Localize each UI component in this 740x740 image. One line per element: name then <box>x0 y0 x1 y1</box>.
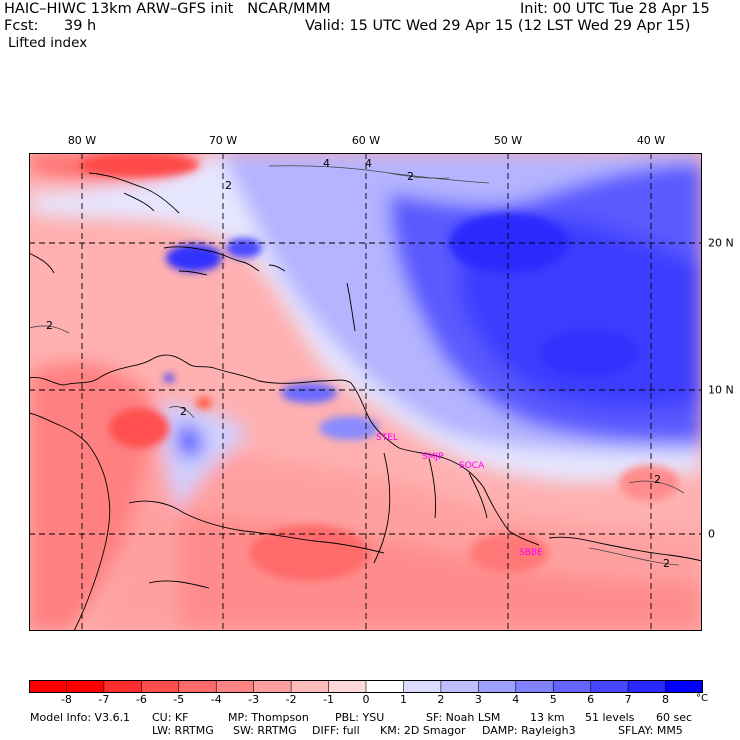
model-info-levels: 51 levels <box>585 711 635 724</box>
model-info-pbl: PBL: YSU <box>335 711 385 724</box>
colorbar-tick-label: 6 <box>587 693 595 706</box>
colorbar-tick-label: 8 <box>662 693 670 706</box>
colorbar-cell <box>627 680 667 693</box>
model-info-sf: SF: Noah LSM <box>426 711 501 724</box>
contour-label: 2 <box>225 179 232 192</box>
colorbar-cell <box>590 680 629 693</box>
colorbar-cell <box>328 680 367 693</box>
colorbar-tick-label: -7 <box>98 693 110 706</box>
contour-label-group: 4 2 2 2 2 2 4 2 <box>46 157 670 570</box>
colorbar-tick-label: -5 <box>173 693 185 706</box>
valid-time: Valid: 15 UTC Wed 29 Apr 15 (12 LST Wed … <box>305 18 691 34</box>
colorbar-cell <box>290 680 330 693</box>
colorbar-cell <box>141 680 180 693</box>
station-label-sbbe: SBBE <box>519 548 543 558</box>
colorbar-tick-label: 3 <box>474 693 482 706</box>
model-info-damp: DAMP: Rayleigh3 <box>482 724 576 737</box>
lifted-index-map: 4 2 2 2 2 2 4 2 STEL SMJP SOCA SBBE <box>29 153 702 631</box>
colorbar <box>29 680 703 693</box>
contour-label: 4 <box>365 157 372 170</box>
colorbar-cell <box>29 680 68 693</box>
model-info-mp: MP: Thompson <box>228 711 309 724</box>
map-frame <box>29 153 702 631</box>
lon-label-60w: 60 W <box>351 134 381 147</box>
field-detail <box>79 153 679 581</box>
colorbar-tick-label: 0 <box>362 693 370 706</box>
lon-label-40w: 40 W <box>636 134 666 147</box>
model-info-km: KM: 2D Smagor <box>380 724 466 737</box>
forecast-label: Fcst: <box>4 18 39 34</box>
colorbar-tick-label: 1 <box>399 693 407 706</box>
colorbar-tick-label: 4 <box>512 693 520 706</box>
forecast-hour: 39 h <box>64 18 97 34</box>
station-label-smjp: SMJP <box>422 452 444 462</box>
colorbar-tick-label: 5 <box>549 693 557 706</box>
field-name: Lifted index <box>8 35 88 51</box>
colorbar-cell <box>552 680 592 693</box>
contour-label: 2 <box>407 170 414 183</box>
colorbar-cell <box>253 680 292 693</box>
colorbar-tick-label: -1 <box>323 693 335 706</box>
colorbar-cell <box>665 680 703 693</box>
contour-label: 2 <box>46 319 53 332</box>
colorbar-cell <box>66 680 105 693</box>
colorbar-cell <box>515 680 555 693</box>
colorbar-tick-label: 7 <box>624 693 632 706</box>
contour-label: 4 <box>323 157 330 170</box>
lat-label-20n: 20 N <box>708 236 734 250</box>
model-info-timestep: 60 sec <box>656 711 693 724</box>
model-info-sflay: SFLAY: MM5 <box>618 724 683 737</box>
coastlines <box>29 172 702 631</box>
colorbar-tick-label: -8 <box>60 693 72 706</box>
colorbar-tick-label: -2 <box>285 693 297 706</box>
model-info-cu: CU: KF <box>152 711 189 724</box>
colorbar-tick-label: -4 <box>210 693 222 706</box>
colorbar-cell <box>178 680 218 693</box>
lat-label-0: 0 <box>708 527 715 541</box>
header-title: HAIC–HIWC 13km ARW–GFS init NCAR/MMM <box>4 1 331 17</box>
model-info-sw: SW: RRTMG <box>233 724 297 737</box>
init-time: Init: 00 UTC Tue 28 Apr 15 <box>520 1 710 17</box>
colorbar-unit: °C <box>696 693 708 704</box>
colorbar-cell <box>365 680 405 693</box>
station-label-stel: STEL <box>376 433 398 443</box>
model-info-version: Model Info: V3.6.1 <box>30 711 131 724</box>
lon-label-50w: 50 W <box>493 134 523 147</box>
station-group: STEL SMJP SOCA SBBE <box>376 433 543 558</box>
station-label-soca: SOCA <box>459 461 485 471</box>
contour-lines <box>29 165 685 566</box>
lon-label-70w: 70 W <box>208 134 238 147</box>
colorbar-cell <box>103 680 143 693</box>
contour-label: 2 <box>180 405 187 418</box>
colorbar-cell <box>215 680 255 693</box>
lon-label-80w: 80 W <box>67 134 97 147</box>
contour-label: 2 <box>663 557 670 570</box>
colorbar-cell <box>440 680 480 693</box>
model-info-resolution: 13 km <box>530 711 565 724</box>
lat-lon-grid <box>29 153 702 631</box>
colorbar-tick-label: 2 <box>437 693 445 706</box>
lat-label-10n: 10 N <box>708 383 734 397</box>
colorbar-tick-label: -6 <box>135 693 147 706</box>
colorbar-cell <box>478 680 517 693</box>
model-info-diff: DIFF: full <box>312 724 360 737</box>
model-info-lw: LW: RRTMG <box>152 724 214 737</box>
colorbar-tick-label: -3 <box>248 693 260 706</box>
contour-label: 2 <box>654 473 661 486</box>
colorbar-cell <box>403 680 442 693</box>
